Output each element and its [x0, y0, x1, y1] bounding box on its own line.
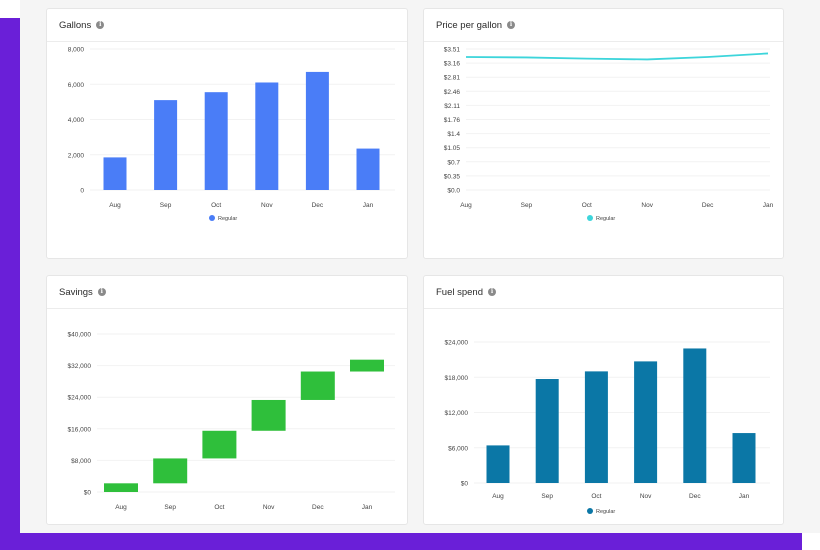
x-tick-label: Nov — [640, 493, 652, 500]
y-tick-label: $6,000 — [448, 445, 468, 452]
y-tick-label: $2.46 — [444, 89, 461, 96]
purple-backdrop-bottom — [0, 533, 802, 550]
y-tick-label: $1.05 — [444, 145, 461, 152]
gallons-card: Gallons i 0 2,000 4,000 6,000 8,000 Aug Sep Oct… — [46, 8, 408, 259]
x-tick-label: Dec — [689, 493, 701, 500]
x-tick-label: Aug — [492, 493, 504, 500]
x-tick-label: Dec — [312, 504, 324, 511]
bar — [486, 445, 510, 483]
x-tick-label: Dec — [312, 202, 324, 209]
x-tick-label: Jan — [763, 202, 774, 209]
x-tick-label: Aug — [460, 202, 472, 209]
y-tick-label: $3.51 — [444, 47, 461, 54]
y-tick-label: $0 — [461, 481, 469, 488]
purple-backdrop-left — [0, 18, 20, 550]
x-tick-label: Nov — [261, 202, 273, 209]
bar — [584, 371, 608, 483]
savings-title: Savings — [59, 286, 93, 298]
bar — [634, 361, 658, 483]
y-tick-label: 2,000 — [68, 152, 85, 159]
gallons-chart: 0 2,000 4,000 6,000 8,000 Aug Sep Oct Nov Dec Jan R… — [68, 47, 395, 222]
waterfall-bar — [202, 430, 237, 459]
bar — [732, 433, 756, 483]
series-line — [465, 52, 769, 61]
bar — [204, 92, 228, 190]
y-tick-label: $24,000 — [68, 395, 92, 402]
savings-chart: $0 $8,000 $16,000 $24,000 $32,000 $40,000 Aug S… — [68, 332, 395, 511]
waterfall-bar — [300, 371, 335, 400]
x-tick-label: Dec — [702, 202, 714, 209]
y-tick-label: $1.4 — [447, 131, 460, 138]
y-tick-label: $2.11 — [444, 103, 460, 110]
bar — [356, 148, 380, 190]
y-tick-label: $24,000 — [445, 340, 469, 347]
y-tick-label: $12,000 — [445, 410, 469, 417]
waterfall-bar — [104, 483, 138, 492]
x-tick-label: Aug — [109, 202, 121, 209]
fuel-spend-card: Fuel spend i $0 $6,000 $12,000 $18,000 $24,0… — [423, 275, 784, 525]
legend-swatch — [587, 215, 593, 221]
y-tick-label: 6,000 — [68, 82, 85, 89]
gallons-title: Gallons — [59, 19, 92, 31]
info-icon[interactable]: i — [507, 21, 516, 29]
x-tick-label: Oct — [591, 493, 601, 500]
y-tick-label: 0 — [80, 188, 84, 195]
legend-swatch — [209, 215, 215, 221]
x-tick-label: Oct — [211, 202, 221, 209]
legend-label: Regular — [596, 216, 615, 222]
fuel-spend-header: Fuel spend i — [424, 276, 783, 309]
bar — [255, 82, 279, 190]
bar — [683, 348, 707, 483]
x-tick-label: Nov — [641, 202, 653, 209]
price-title: Price per gallon — [436, 19, 503, 31]
y-tick-label: $2.81 — [444, 75, 461, 82]
x-tick-label: Jan — [739, 493, 750, 500]
y-tick-label: $0.7 — [447, 159, 460, 166]
legend-label: Regular — [218, 216, 237, 222]
y-tick-label: $8,000 — [71, 458, 91, 465]
fuel-spend-title: Fuel spend — [436, 286, 484, 298]
x-tick-label: Sep — [521, 202, 533, 209]
x-tick-label: Sep — [541, 493, 553, 500]
legend-swatch — [587, 508, 593, 514]
info-icon[interactable]: i — [97, 288, 106, 296]
savings-card: Savings i $0 $8,000 $16,000 $24,000 $32,000 $… — [46, 275, 408, 525]
fuel-spend-chart: $0 $6,000 $12,000 $18,000 $24,000 Aug Sep Oct No… — [445, 340, 770, 515]
y-tick-label: $16,000 — [68, 426, 92, 433]
y-tick-label: 4,000 — [68, 117, 85, 124]
bar — [154, 100, 178, 190]
info-icon[interactable]: i — [488, 288, 497, 296]
savings-header: Savings i — [47, 276, 407, 309]
y-tick-label: $0 — [84, 490, 92, 497]
bar — [103, 157, 127, 190]
gallons-header: Gallons i — [47, 9, 407, 42]
x-tick-label: Sep — [160, 202, 172, 209]
waterfall-bar — [153, 458, 188, 484]
info-icon[interactable]: i — [96, 21, 105, 29]
x-tick-label: Sep — [164, 504, 176, 511]
y-tick-label: $1.76 — [444, 117, 461, 124]
y-tick-label: $0.0 — [447, 188, 460, 195]
y-tick-label: $18,000 — [445, 375, 469, 382]
x-tick-label: Oct — [214, 504, 224, 511]
x-tick-label: Aug — [115, 504, 127, 511]
y-tick-label: $40,000 — [68, 332, 92, 339]
waterfall-bar — [350, 359, 384, 372]
waterfall-bar — [251, 399, 286, 431]
bar — [535, 379, 559, 483]
price-header: Price per gallon i — [424, 9, 783, 42]
y-tick-label: $32,000 — [68, 363, 92, 370]
legend-label: Regular — [596, 509, 615, 515]
x-tick-label: Nov — [263, 504, 275, 511]
x-tick-label: Jan — [362, 504, 373, 511]
y-tick-label: $3.16 — [444, 61, 461, 68]
price-chart: $0.0 $0.35 $0.7 $1.05 $1.4 $1.76 $2.11 $2.46 $2.… — [444, 47, 774, 223]
bar — [305, 71, 329, 190]
y-tick-label: 8,000 — [68, 47, 85, 54]
x-tick-label: Oct — [582, 202, 592, 209]
x-tick-label: Jan — [363, 202, 374, 209]
price-card: Price per gallon i $0.0 $0.35 $0.7 $1.05 $1.… — [423, 8, 784, 259]
y-tick-label: $0.35 — [444, 173, 461, 180]
